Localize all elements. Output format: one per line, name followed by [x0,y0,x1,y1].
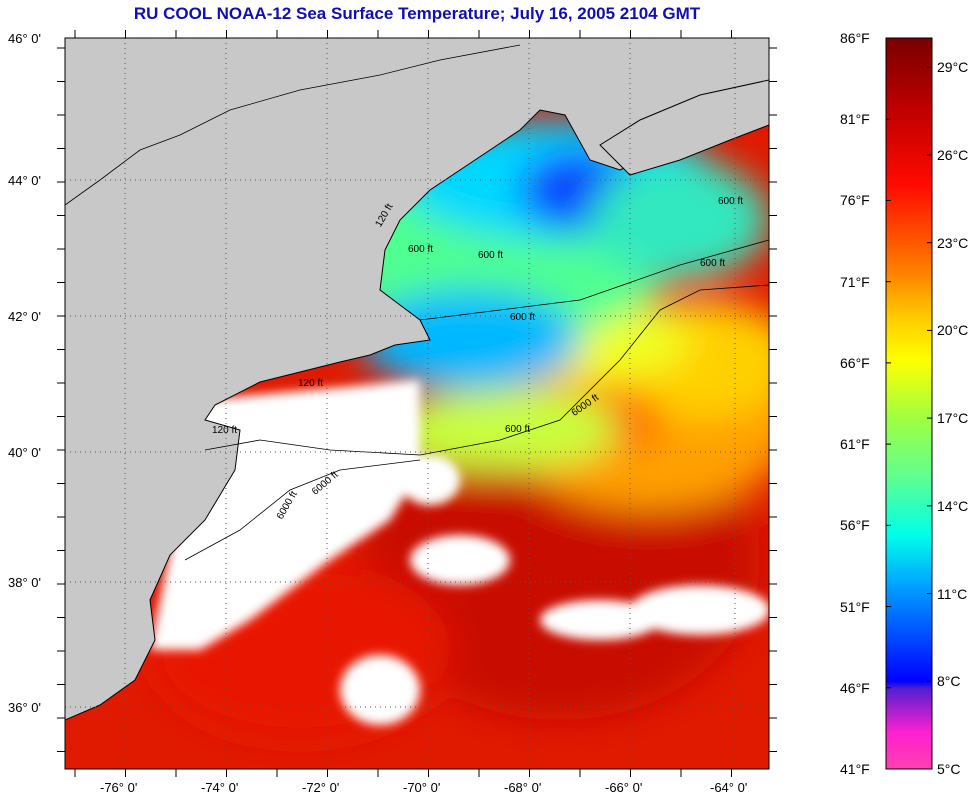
axis-ticks [57,30,777,777]
lat-label: 38° 0' [8,575,41,590]
lon-label: -72° 0' [302,780,340,795]
contour-6000ft [184,459,421,561]
contour-600ft [204,284,769,456]
colorbar-c-label: 29°C [937,59,969,76]
contour-label: 600 ft [478,250,504,261]
colorbar-f-label: 81°F [840,111,870,128]
colorbar-c-label: 5°C [937,761,961,777]
lon-label: -76° 0' [100,780,138,795]
colorbar-c-label: 23°C [937,234,969,251]
lon-label: -74° 0' [201,780,239,795]
colorbar-c-label: 20°C [937,322,969,339]
colorbar-c-label: 8°C [937,673,961,690]
colorbar-f-label: 41°F [840,761,870,777]
colorbar-f-label: 51°F [840,598,870,615]
colorbar-c-label: 14°C [937,497,969,514]
lat-label: 42° 0' [8,309,41,324]
contour-label: 600 ft [718,196,744,207]
colorbar-f-label: 71°F [840,273,870,290]
lat-label: 40° 0' [8,445,41,460]
contour-label: 600 ft [510,312,536,323]
colorbar [885,37,933,770]
colorbar-f-label: 86°F [840,30,870,46]
lon-label: -66° 0' [605,780,643,795]
lat-label: 36° 0' [8,700,41,715]
contour-label: 600 ft [408,244,434,255]
colorbar-f-label: 66°F [840,354,870,371]
colorbar-c-label: 11°C [937,585,968,602]
lon-label: -70° 0' [403,780,441,795]
contour-label: 120 ft [298,378,324,389]
map-area [65,38,769,769]
map-frame [64,37,770,770]
map-title: RU COOL NOAA-12 Sea Surface Temperature;… [133,4,701,23]
gridlines [65,38,769,769]
nova-scotia-land [599,79,769,176]
colorbar-c-label: 17°C [937,410,969,427]
colorbar-f-label: 76°F [840,192,870,209]
colorbar-f-label: 46°F [840,679,870,696]
lat-label: 46° 0' [8,31,41,46]
lon-label: -64° 0' [710,780,748,795]
contour-600ft-north [419,239,769,321]
contour-label: 600 ft [505,424,531,435]
contour-label: 120 ft [212,425,238,436]
colorbar-f-label: 61°F [840,436,870,453]
contour-label: 600 ft [700,258,726,269]
land [65,38,769,721]
lon-label: -68° 0' [504,780,542,795]
colorbar-c-label: 26°C [937,146,969,163]
colorbar-f-label: 56°F [840,517,870,534]
border-line [65,44,521,206]
lat-label: 44° 0' [8,173,41,188]
